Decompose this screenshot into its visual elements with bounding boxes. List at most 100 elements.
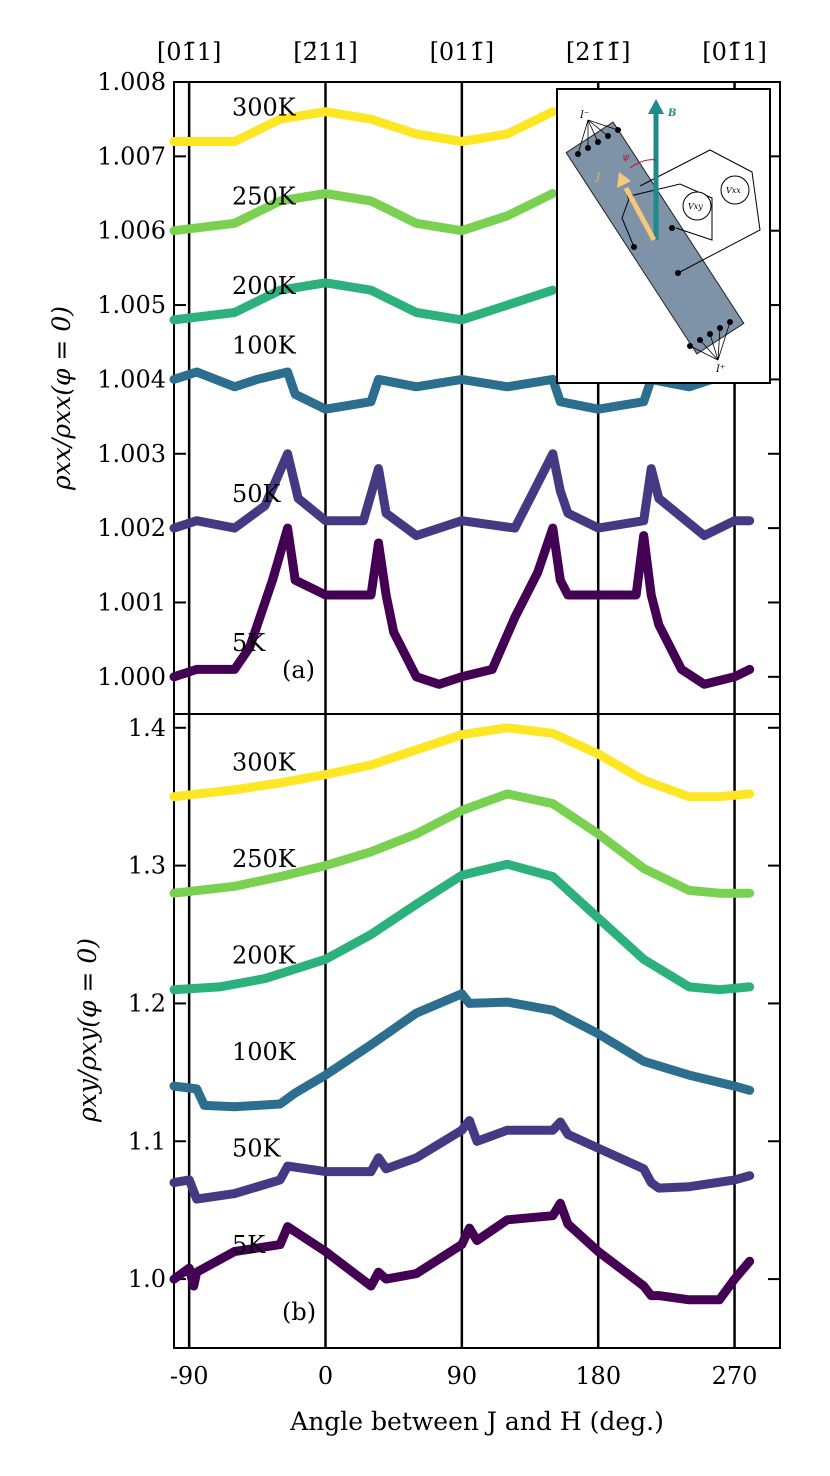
data-point-5K	[192, 665, 201, 674]
panel-b-label: (b)	[282, 1298, 316, 1326]
data-point-250K	[276, 872, 285, 881]
x-tick-label: 0	[318, 1362, 333, 1390]
data-point-250K	[548, 189, 557, 198]
y-tick-label: 1.3	[128, 852, 166, 880]
data-point-200K	[503, 301, 512, 310]
series-line-200K	[169, 278, 558, 325]
data-point-5K	[685, 1295, 694, 1304]
data-point-50K	[230, 524, 239, 533]
data-point-100K	[321, 1071, 330, 1080]
inset-bottom-leads	[689, 321, 731, 361]
y-tick-label: 1.007	[97, 142, 166, 170]
data-point-5K	[556, 576, 565, 585]
direction-label: [01̄1]	[702, 38, 767, 66]
panel-a-ylabel: ρxx/ρxx(φ = 0)	[47, 306, 76, 491]
series-line-300K	[169, 723, 755, 802]
data-point-100K	[170, 1082, 178, 1091]
data-point-100K	[594, 405, 603, 414]
series-label-5K: 5K	[232, 1231, 266, 1259]
data-point-100K	[374, 375, 383, 384]
data-point-5K	[647, 1291, 656, 1300]
data-point-5K	[367, 591, 375, 599]
data-point-50K	[382, 509, 391, 518]
data-point-5K	[594, 1247, 603, 1256]
series-label-50K: 50K	[232, 480, 282, 508]
data-point-50K	[654, 494, 663, 503]
data-point-250K	[170, 226, 178, 235]
data-point-50K	[594, 1144, 603, 1153]
data-point-5K	[189, 1282, 198, 1290]
data-point-50K	[260, 501, 269, 510]
y-tick-label: 1.005	[97, 291, 166, 319]
series-line-300K	[169, 107, 558, 146]
data-point-300K	[503, 723, 512, 732]
data-point-5K	[170, 672, 178, 681]
y-tick-label: 1.002	[97, 514, 166, 542]
data-point-50K	[185, 1175, 194, 1184]
data-point-50K	[556, 1118, 565, 1126]
data-point-100K	[283, 368, 292, 376]
data-point-100K	[685, 382, 694, 391]
data-point-50K	[294, 494, 303, 503]
data-point-50K	[321, 516, 330, 525]
data-point-5K	[435, 680, 444, 689]
data-point-50K	[685, 1182, 694, 1191]
data-point-5K	[291, 576, 300, 585]
data-point-50K	[457, 1126, 466, 1135]
data-point-50K	[556, 486, 565, 495]
data-point-5K	[351, 591, 360, 599]
data-point-100K	[639, 1057, 648, 1066]
data-point-5K	[321, 591, 330, 599]
data-point-300K	[367, 761, 375, 769]
data-point-5K	[283, 1222, 292, 1231]
direction-label: [011̄]	[430, 38, 495, 66]
data-point-100K	[745, 1086, 754, 1095]
data-point-5K	[230, 1247, 239, 1256]
data-point-100K	[291, 1089, 300, 1097]
data-point-5K	[730, 672, 739, 681]
panel-a: 1.000 1.001 1.002 1.003 1.004 1.005 1.006 1.007…	[97, 38, 780, 714]
data-point-250K	[412, 829, 421, 838]
data-point-200K	[215, 982, 224, 991]
data-point-5K	[654, 620, 663, 629]
data-point-5K	[412, 672, 421, 681]
data-point-200K	[321, 955, 330, 964]
data-point-100K	[367, 397, 375, 406]
data-point-5K	[632, 591, 641, 599]
y-tick-label: 1.003	[97, 440, 166, 468]
y-tick-label: 1.000	[97, 663, 166, 691]
data-point-5K	[245, 643, 254, 652]
data-point-300K	[321, 770, 330, 779]
panel-b-ylabel: ρxy/ρxy(φ = 0)	[73, 938, 102, 1123]
data-point-100K	[276, 1100, 285, 1108]
data-point-200K	[367, 286, 375, 295]
data-point-50K	[639, 516, 648, 525]
data-point-5K	[367, 1282, 375, 1290]
data-point-300K	[321, 107, 330, 116]
data-point-200K	[457, 871, 466, 880]
x-tick-label: 270	[712, 1362, 758, 1390]
data-point-200K	[639, 955, 648, 964]
y-tick-label: 1.4	[128, 714, 166, 742]
data-point-50K	[170, 1178, 178, 1187]
data-point-50K	[730, 1175, 739, 1184]
data-point-250K	[367, 847, 375, 856]
data-point-50K	[170, 524, 178, 533]
data-point-50K	[230, 1189, 239, 1198]
data-point-250K	[457, 226, 466, 235]
data-point-200K	[367, 930, 375, 939]
data-point-100K	[412, 1009, 421, 1018]
data-point-300K	[745, 789, 754, 798]
inset-j-arrowhead	[617, 172, 631, 188]
series-line-250K	[169, 189, 558, 236]
data-point-100K	[230, 1102, 239, 1111]
data-point-300K	[367, 115, 375, 124]
data-point-300K	[276, 778, 285, 787]
data-point-50K	[647, 1178, 656, 1187]
data-point-50K	[745, 1171, 754, 1180]
data-point-5K	[306, 583, 315, 592]
data-point-50K	[700, 531, 709, 540]
data-point-5K	[192, 1268, 201, 1277]
data-point-100K	[230, 382, 239, 391]
data-point-100K	[548, 375, 557, 384]
